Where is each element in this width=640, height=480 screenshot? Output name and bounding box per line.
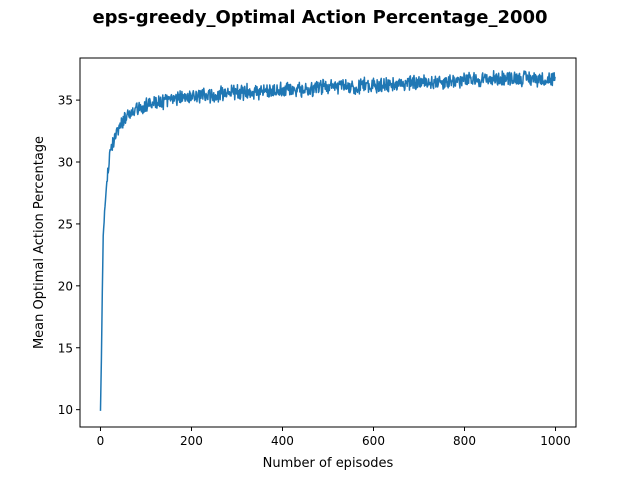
y-tick-label: 30 bbox=[58, 156, 73, 170]
series-line bbox=[99, 70, 556, 411]
plot-frame bbox=[79, 57, 577, 428]
y-tick-label: 35 bbox=[58, 94, 73, 108]
x-tick-label: 0 bbox=[97, 434, 105, 448]
x-tick-label: 200 bbox=[180, 434, 203, 448]
y-axis-ticks: 10 15 20 25 30 35 bbox=[58, 94, 80, 417]
y-axis-label: Mean Optimal Action Percentage bbox=[32, 136, 47, 349]
y-tick-label: 15 bbox=[58, 341, 73, 355]
y-tick-label: 20 bbox=[58, 279, 73, 293]
x-tick-label: 600 bbox=[362, 434, 385, 448]
y-tick-label: 25 bbox=[58, 217, 73, 231]
x-tick-label: 1000 bbox=[540, 434, 571, 448]
x-axis-ticks: 0 200 400 600 800 1000 bbox=[97, 427, 571, 448]
y-tick-label: 10 bbox=[58, 403, 73, 417]
x-tick-label: 400 bbox=[271, 434, 294, 448]
chart-title: eps-greedy_Optimal Action Percentage_200… bbox=[92, 7, 548, 28]
x-axis-label: Number of episodes bbox=[263, 456, 394, 471]
x-tick-label: 800 bbox=[453, 434, 476, 448]
